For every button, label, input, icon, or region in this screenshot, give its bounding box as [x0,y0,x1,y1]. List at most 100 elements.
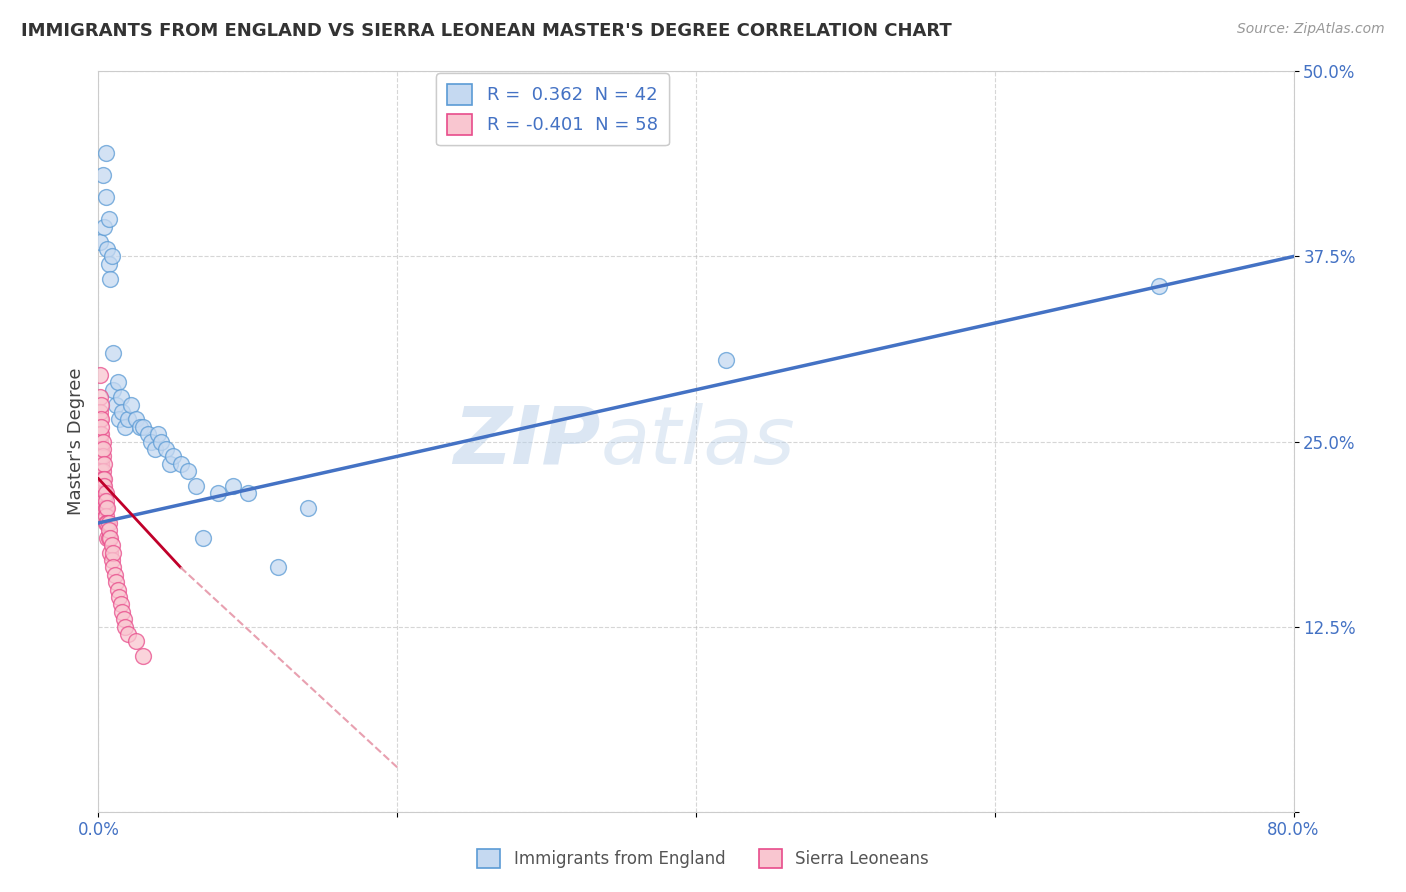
Point [132,419,155,434]
Point [91,464,114,478]
Point [107,582,129,597]
Point [89,434,111,449]
Point [129,419,152,434]
Point [1147,279,1170,293]
Point [90,457,112,471]
Point [148,427,170,442]
Point [90,412,112,426]
Point [90,398,112,412]
Point [125,634,148,648]
Point [120,398,142,412]
Point [207,486,229,500]
Point [89,442,111,456]
Point [89,412,111,426]
Point [93,501,115,516]
Point [89,450,111,464]
Point [90,450,112,464]
Point [97,257,120,271]
Point [103,560,125,574]
Point [112,612,135,626]
Point [105,575,128,590]
Point [91,450,114,464]
Point [110,598,132,612]
Point [191,531,214,545]
Point [90,464,112,478]
Legend: Immigrants from England, Sierra Leoneans: Immigrants from England, Sierra Leoneans [471,842,935,875]
Point [236,486,259,500]
Point [96,501,118,516]
Point [97,531,120,545]
Point [91,168,114,182]
Point [90,419,112,434]
Point [94,508,117,523]
Point [117,627,139,641]
Point [103,546,125,560]
Point [184,479,207,493]
Point [90,471,112,485]
Point [103,345,125,359]
Point [91,442,114,456]
Point [90,427,112,442]
Point [98,546,122,560]
Point [107,376,129,390]
Point [125,412,148,426]
Point [297,501,319,516]
Point [94,493,117,508]
Point [104,567,127,582]
Point [97,524,120,538]
Point [98,271,122,285]
Text: IMMIGRANTS FROM ENGLAND VS SIERRA LEONEAN MASTER'S DEGREE CORRELATION CHART: IMMIGRANTS FROM ENGLAND VS SIERRA LEONEA… [21,22,952,40]
Point [162,450,184,464]
Point [159,457,181,471]
Point [91,434,114,449]
Point [93,486,115,500]
Point [93,493,115,508]
Point [111,405,134,419]
Text: atlas: atlas [600,402,796,481]
Point [101,553,124,567]
Point [94,516,117,530]
Point [139,434,162,449]
Point [111,605,134,619]
Point [132,649,155,664]
Point [97,516,120,530]
Point [96,242,118,256]
Point [94,501,117,516]
Point [155,442,177,456]
Point [91,479,114,493]
Point [110,390,132,404]
Point [94,145,117,160]
Point [222,479,245,493]
Point [114,619,136,633]
Point [108,590,131,604]
Point [93,457,115,471]
Point [714,353,737,368]
Point [89,390,111,404]
Point [93,479,115,493]
Point [96,516,118,530]
Point [89,235,111,249]
Point [108,412,131,426]
Text: ZIP: ZIP [453,402,600,481]
Point [117,412,139,426]
Point [169,457,191,471]
Point [93,471,115,485]
Y-axis label: Master's Degree: Master's Degree [66,368,84,516]
Point [97,212,120,227]
Point [267,560,290,574]
Point [101,250,124,264]
Point [94,486,117,500]
Point [98,531,122,545]
Point [89,405,111,419]
Point [177,464,200,478]
Point [114,419,136,434]
Point [91,486,114,500]
Legend: R =  0.362  N = 42, R = -0.401  N = 58: R = 0.362 N = 42, R = -0.401 N = 58 [436,73,669,145]
Point [136,427,159,442]
Point [105,398,128,412]
Point [143,442,166,456]
Text: Source: ZipAtlas.com: Source: ZipAtlas.com [1237,22,1385,37]
Point [96,531,118,545]
Point [94,190,117,204]
Point [89,368,111,382]
